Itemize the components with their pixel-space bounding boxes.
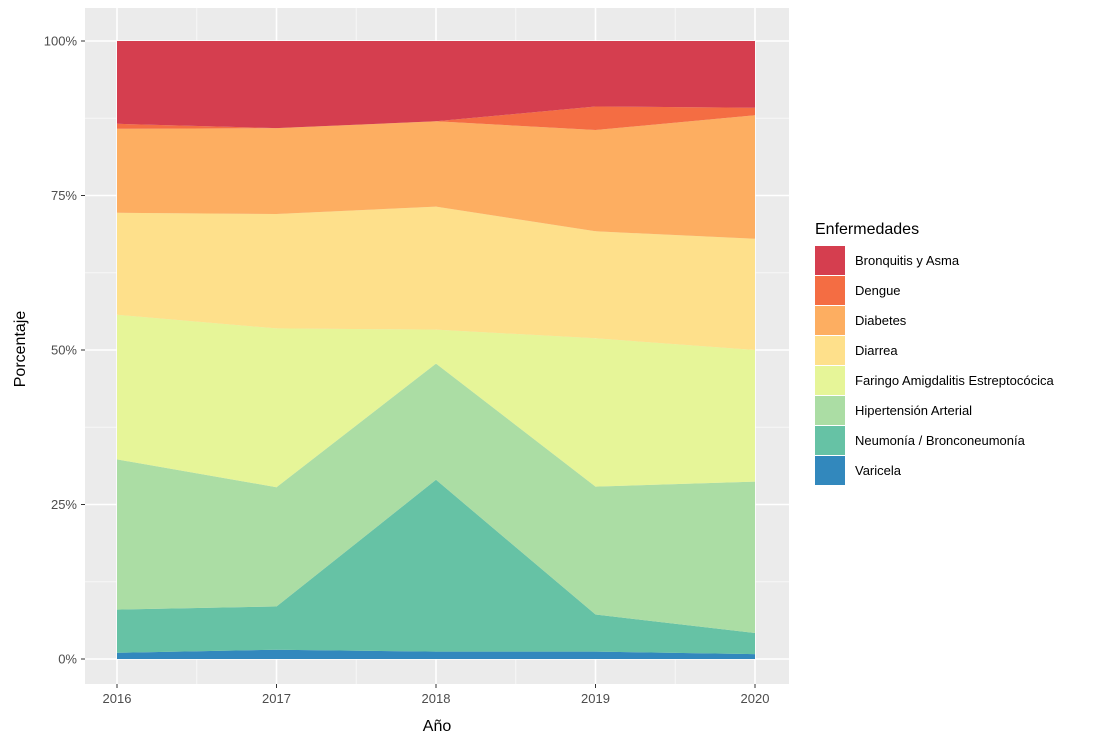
area-faringo-amigdalitis-estreptococica xyxy=(117,314,755,488)
y-tick-label: 25% xyxy=(51,497,77,512)
area-layers xyxy=(117,41,755,659)
area-dengue xyxy=(117,106,755,130)
area-diarrea xyxy=(117,206,755,350)
x-tick-label: 2016 xyxy=(103,691,132,706)
legend-swatch xyxy=(815,426,845,455)
legend-label: Dengue xyxy=(855,283,901,298)
x-tick-label: 2020 xyxy=(741,691,770,706)
x-axis-title: Año xyxy=(423,718,452,735)
legend-label: Hipertensión Arterial xyxy=(855,403,972,418)
legend-label: Neumonía / Bronconeumonía xyxy=(855,433,1026,448)
legend-swatch xyxy=(815,366,845,395)
legend-label: Bronquitis y Asma xyxy=(855,253,960,268)
x-tick-label: 2017 xyxy=(262,691,291,706)
area-hipertension-arterial xyxy=(117,363,755,633)
y-axis-title: Porcentaje xyxy=(12,311,29,388)
area-neumonia-bronconeumonia xyxy=(117,479,755,655)
y-tick-label: 75% xyxy=(51,188,77,203)
x-tick-label: 2018 xyxy=(422,691,451,706)
legend-label: Varicela xyxy=(855,463,902,478)
area-varicela xyxy=(117,649,755,659)
legend-label: Diabetes xyxy=(855,313,907,328)
y-tick-label: 50% xyxy=(51,343,77,358)
legend-swatch xyxy=(815,456,845,485)
x-tick-label: 2019 xyxy=(581,691,610,706)
y-tick-label: 100% xyxy=(44,34,78,49)
legend: Enfermedades Bronquitis y Asma Dengue Diab… xyxy=(815,221,1054,485)
legend-label: Diarrea xyxy=(855,343,898,358)
legend-label: Faringo Amigdalitis Estreptocócica xyxy=(855,373,1054,388)
area-bronquitis-y-asma xyxy=(117,41,755,129)
legend-swatch xyxy=(815,306,845,335)
legend-swatch xyxy=(815,276,845,305)
legend-swatch xyxy=(815,336,845,365)
legend-swatch xyxy=(815,246,845,275)
area-diabetes xyxy=(117,115,755,239)
y-tick-label: 0% xyxy=(58,652,77,667)
x-axis: 2016 2017 2018 2019 2020 xyxy=(103,684,770,706)
y-axis: 0% 25% 50% 75% 100% xyxy=(44,34,85,667)
legend-swatch xyxy=(815,396,845,425)
legend-title: Enfermedades xyxy=(815,221,919,238)
